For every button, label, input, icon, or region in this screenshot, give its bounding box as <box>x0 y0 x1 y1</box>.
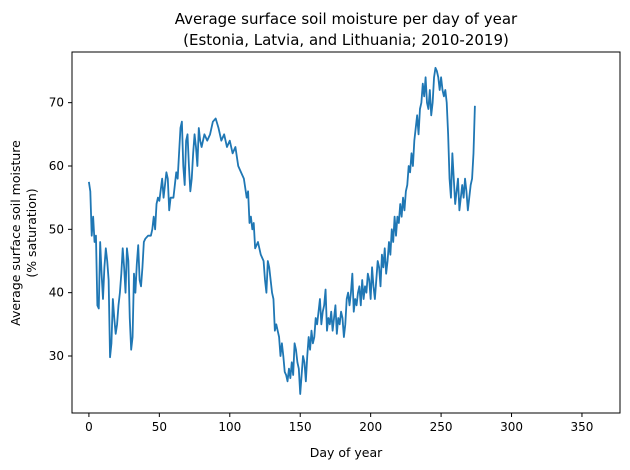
plot-area: 0 50 100 150 200 250 300 350 30 40 50 60 70 <box>49 51 621 434</box>
y-axis-label: Average surface soil moisture <box>8 140 23 326</box>
x-axis-label: Day of year <box>310 445 383 460</box>
chart-title: Average surface soil moisture per day of… <box>175 10 518 28</box>
y-tick-label: 30 <box>49 349 64 363</box>
y-tick-label: 40 <box>49 286 64 300</box>
chart-subtitle: (Estonia, Latvia, and Lithuania; 2010-20… <box>183 31 509 49</box>
x-tick-label: 0 <box>85 420 93 434</box>
series-line <box>88 66 476 395</box>
x-axis: 0 50 100 150 200 250 300 350 <box>85 413 593 434</box>
y-tick-label: 70 <box>49 96 64 110</box>
x-tick-label: 100 <box>218 420 241 434</box>
y-tick-label: 60 <box>49 159 64 173</box>
x-tick-label: 300 <box>500 420 523 434</box>
x-tick-label: 200 <box>359 420 382 434</box>
axes-frame <box>71 51 621 414</box>
y-axis-label-unit: (% saturation) <box>24 188 39 277</box>
x-tick-label: 250 <box>430 420 453 434</box>
y-tick-label: 50 <box>49 222 64 236</box>
x-tick-label: 50 <box>152 420 167 434</box>
x-tick-label: 150 <box>289 420 312 434</box>
y-axis: 30 40 50 60 70 <box>49 96 72 363</box>
x-tick-label: 350 <box>571 420 594 434</box>
